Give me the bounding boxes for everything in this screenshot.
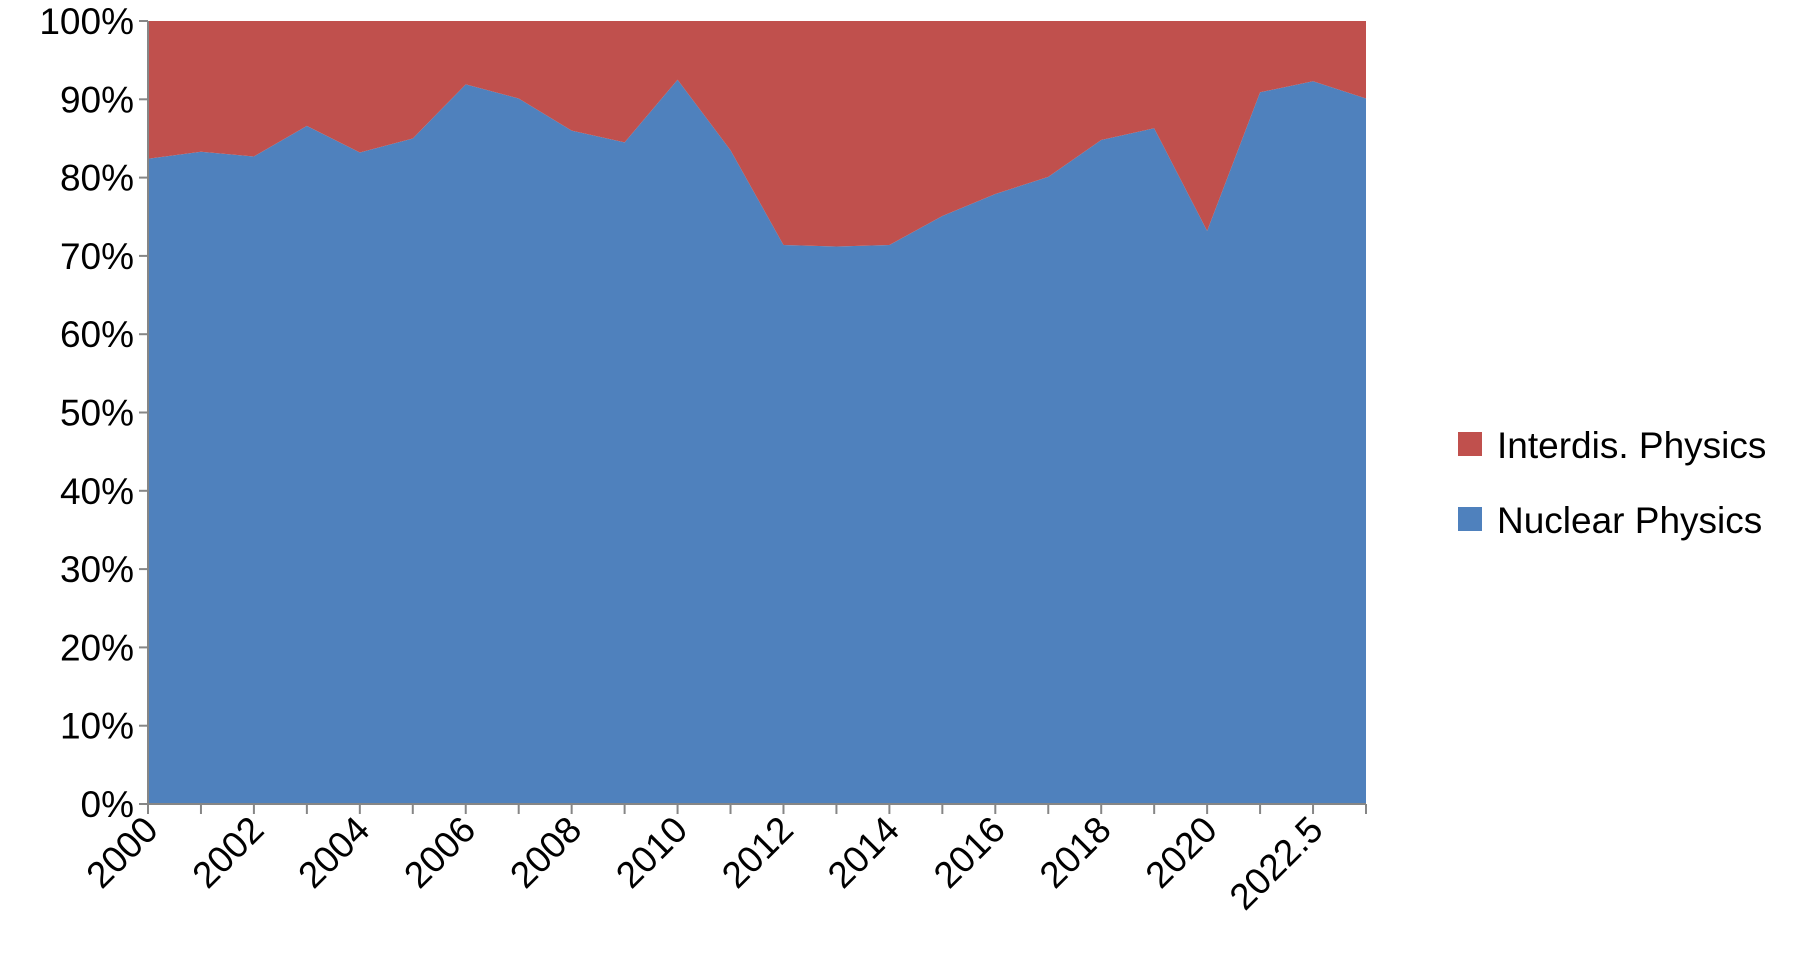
y-tick-label: 100%: [39, 1, 134, 42]
x-tick-label: 2016: [926, 809, 1013, 896]
x-tick-label: 2020: [1138, 809, 1225, 896]
y-tick-label: 80%: [60, 158, 134, 199]
y-tick-label: 0%: [81, 784, 134, 825]
x-tick-label: 2002: [184, 809, 271, 896]
legend-swatch: [1458, 507, 1482, 531]
area: [148, 79, 1366, 805]
y-tick-label: 60%: [60, 314, 134, 355]
x-tick-label: 2018: [1032, 809, 1119, 896]
y-tick-label: 70%: [60, 236, 134, 277]
area: [148, 21, 1366, 247]
y-tick-label: 40%: [60, 471, 134, 512]
legend-label: Nuclear Physics: [1497, 500, 1762, 541]
y-tick-label: 50%: [60, 393, 134, 434]
x-tick-label: 2004: [290, 809, 377, 896]
y-tick-label: 20%: [60, 627, 134, 668]
x-tick-label: 2012: [714, 809, 801, 896]
y-tick-label: 10%: [60, 706, 134, 747]
x-tick-label: 2014: [820, 809, 907, 896]
legend-label: Interdis. Physics: [1497, 425, 1766, 466]
x-tick-label: 2006: [396, 809, 483, 896]
legend-swatch: [1458, 432, 1482, 456]
x-tick-label: 2010: [608, 809, 695, 896]
y-tick-label: 90%: [60, 79, 134, 120]
x-tick-label: 2022.5: [1222, 809, 1331, 918]
x-tick-label: 2008: [502, 809, 589, 896]
y-tick-label: 30%: [60, 549, 134, 590]
